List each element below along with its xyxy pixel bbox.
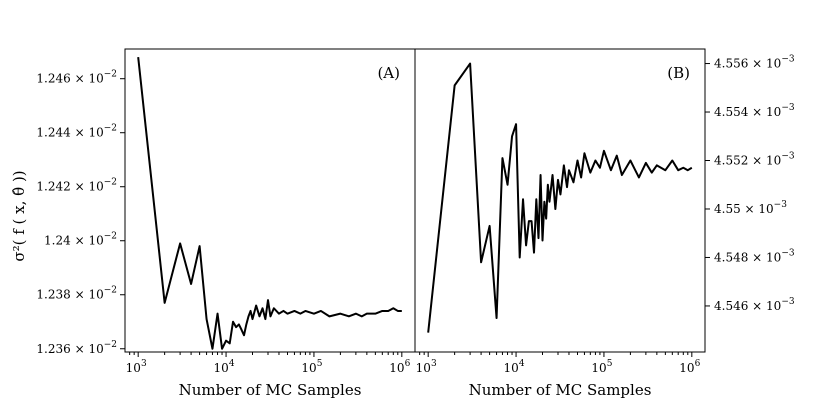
y-axis-label: σ²( f ( x, θ̂ )): [10, 170, 28, 261]
x-tick-base: 10: [416, 361, 431, 375]
y-tick-exponent: −2: [104, 178, 117, 188]
panel-b-y-ticks: 4.546 × 10−34.548 × 10−34.55 × 10−34.552…: [705, 55, 795, 313]
x-tick-base: 10: [389, 361, 404, 375]
y-tick-mantissa: 4.556 × 10: [714, 57, 781, 71]
panel-a-label: (A): [377, 64, 400, 82]
y-tick-label: 4.546 × 10−3: [714, 297, 795, 313]
x-tick-exponent: 6: [405, 359, 411, 369]
y-tick-mantissa: 1.24 × 10: [44, 234, 104, 248]
x-tick-exponent: 5: [317, 359, 323, 369]
y-tick-exponent: −3: [774, 200, 788, 210]
y-tick-mantissa: 1.244 × 10: [36, 126, 103, 140]
x-tick-label: 104: [214, 359, 235, 375]
y-tick-label: 1.242 × 10−2: [36, 178, 117, 194]
panel-a-y-ticks: 1.236 × 10−21.238 × 10−21.24 × 10−21.242…: [36, 70, 125, 356]
y-tick-mantissa: 1.238 × 10: [36, 288, 103, 302]
panel-b-frame: [414, 48, 706, 353]
y-tick-mantissa: 4.55 × 10: [714, 202, 774, 216]
panel-a-series-line: [137, 56, 402, 350]
y-tick-label: 1.238 × 10−2: [36, 286, 117, 302]
panel-a-frame: [124, 48, 416, 353]
x-tick-base: 10: [591, 361, 606, 375]
y-tick-mantissa: 4.548 × 10: [714, 250, 781, 264]
y-tick-label: 4.552 × 10−3: [714, 152, 795, 168]
panel-a-x-ticks: 103 104 105 106: [126, 352, 411, 375]
y-tick-mantissa: 1.236 × 10: [36, 342, 103, 356]
panel-b-label: (B): [667, 64, 690, 82]
x-tick-label: 105: [591, 359, 612, 375]
y-tick-exponent: −2: [104, 340, 117, 350]
x-tick-base: 10: [126, 361, 141, 375]
x-tick-exponent: 3: [141, 359, 147, 369]
y-tick-exponent: −3: [781, 103, 795, 113]
y-tick-label: 4.554 × 10−3: [714, 103, 795, 119]
y-tick-exponent: −3: [781, 152, 795, 162]
y-tick-exponent: −2: [104, 124, 117, 134]
y-tick-label: 1.246 × 10−2: [36, 70, 117, 86]
panel-a-x-axis-label: Number of MC Samples: [179, 381, 362, 399]
y-tick-exponent: −3: [781, 297, 795, 307]
x-tick-label: 103: [126, 359, 147, 375]
x-tick-base: 10: [214, 361, 229, 375]
y-tick-label: 1.236 × 10−2: [36, 340, 117, 356]
x-tick-label: 106: [389, 359, 410, 375]
y-tick-label: 1.244 × 10−2: [36, 124, 117, 140]
panel-b-series-line: [427, 62, 693, 333]
x-tick-base: 10: [504, 361, 519, 375]
x-tick-base: 10: [679, 361, 694, 375]
x-tick-exponent: 3: [431, 359, 437, 369]
y-tick-exponent: −2: [104, 232, 117, 242]
x-tick-label: 104: [504, 359, 525, 375]
x-tick-label: 103: [416, 359, 437, 375]
panel-a: 103 104 105 106 1.236 × 10−21.238 × 10−21.2…: [36, 48, 416, 399]
y-tick-exponent: −2: [104, 286, 117, 296]
y-tick-label: 4.55 × 10−3: [714, 200, 787, 216]
y-tick-exponent: −2: [104, 70, 117, 80]
x-tick-exponent: 4: [229, 359, 235, 369]
x-tick-base: 10: [301, 361, 316, 375]
y-tick-label: 4.548 × 10−3: [714, 248, 795, 264]
panel-b-x-ticks: 103 104 105 106: [416, 352, 701, 375]
panel-b-x-axis-label: Number of MC Samples: [469, 381, 652, 399]
y-tick-label: 1.24 × 10−2: [44, 232, 117, 248]
x-tick-exponent: 6: [695, 359, 701, 369]
y-tick-mantissa: 1.242 × 10: [36, 180, 103, 194]
x-tick-exponent: 5: [607, 359, 613, 369]
y-tick-exponent: −3: [781, 248, 795, 258]
x-tick-label: 105: [301, 359, 322, 375]
y-tick-mantissa: 4.546 × 10: [714, 299, 781, 313]
y-tick-mantissa: 4.552 × 10: [714, 154, 781, 168]
panel-b: 103 104 105 106 4.546 × 10−34.548 × 10−34.5…: [414, 48, 795, 399]
y-tick-mantissa: 1.246 × 10: [36, 72, 103, 86]
x-tick-exponent: 4: [519, 359, 525, 369]
x-tick-label: 106: [679, 359, 700, 375]
y-tick-exponent: −3: [781, 55, 795, 65]
y-tick-mantissa: 4.554 × 10: [714, 105, 781, 119]
y-tick-label: 4.556 × 10−3: [714, 55, 795, 71]
